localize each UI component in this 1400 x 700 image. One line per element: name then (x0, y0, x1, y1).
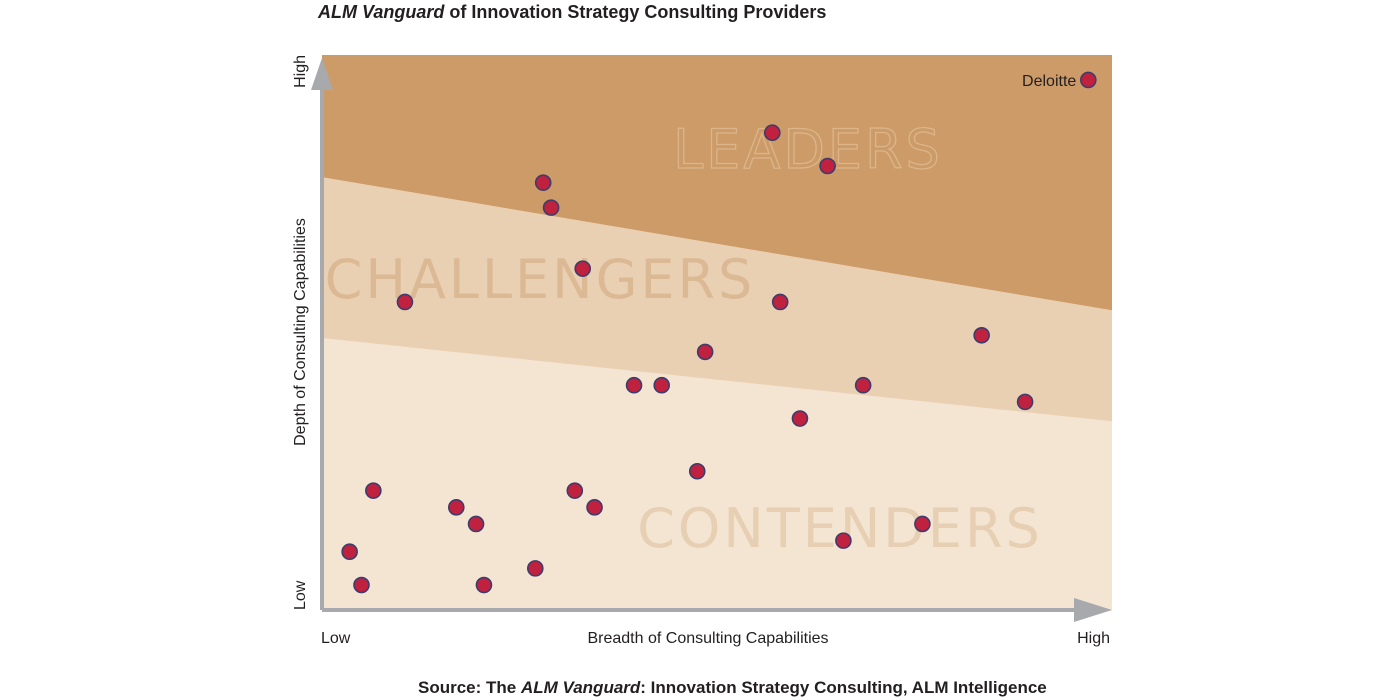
zone-leaders (322, 55, 1112, 311)
data-point-19 (586, 499, 603, 516)
data-point-22 (914, 515, 931, 533)
source-prefix: Source: The (418, 678, 521, 697)
data-point-25 (526, 560, 544, 577)
data-point-4 (534, 174, 552, 191)
data-point-9 (696, 343, 714, 361)
chart-title-italic: ALM Vanguard (318, 2, 445, 22)
data-point-14 (1016, 393, 1034, 411)
zone-label-challengers: CHALLENGERS (325, 248, 756, 311)
data-point-24 (341, 543, 358, 561)
data-point-8 (771, 293, 789, 311)
y-axis-label: Depth of Consulting Capabilities (292, 218, 309, 446)
y-tick-label-high: High (292, 55, 309, 88)
data-point-5 (542, 199, 560, 216)
data-point-11 (625, 376, 643, 394)
data-point-13 (854, 376, 872, 394)
point-label-deloitte: Deloitte (1022, 73, 1076, 90)
data-point-12 (653, 376, 671, 394)
x-axis-arrow-icon (1074, 598, 1112, 622)
data-point-17 (365, 482, 382, 499)
data-point-3 (819, 157, 836, 175)
data-point-10 (973, 326, 990, 344)
data-point-26 (353, 576, 370, 594)
x-axis-label: Breadth of Consulting Capabilities (587, 630, 828, 647)
x-tick-label-low: Low (321, 630, 351, 647)
data-point-15 (791, 410, 809, 427)
data-point-18 (566, 482, 584, 499)
zone-label-leaders: LEADERS (673, 118, 943, 181)
data-point-1 (1080, 71, 1097, 89)
data-point-2 (763, 124, 781, 141)
source-italic: ALM Vanguard (520, 678, 641, 697)
vanguard-scatter-chart: LEADERS CHALLENGERS CONTENDERS Low High Brea… (292, 55, 1112, 647)
zone-label-contenders: CONTENDERS (637, 497, 1043, 560)
data-point-6 (574, 260, 592, 277)
data-point-16 (688, 462, 706, 480)
y-axis-arrow-icon (311, 58, 333, 90)
chart-title: ALM Vanguard of Innovation Strategy Cons… (318, 2, 826, 23)
data-point-7 (396, 293, 414, 311)
source-note: Source: The ALM Vanguard: Innovation Str… (418, 678, 1047, 698)
data-point-23 (835, 532, 852, 549)
data-point-21 (467, 515, 485, 533)
source-rest: : Innovation Strategy Consulting, ALM In… (640, 678, 1047, 697)
data-point-27 (475, 576, 493, 594)
x-tick-label-high: High (1077, 630, 1110, 647)
chart-title-rest: of Innovation Strategy Consulting Provid… (444, 2, 827, 22)
data-point-20 (447, 499, 465, 516)
y-tick-label-low: Low (292, 580, 309, 610)
